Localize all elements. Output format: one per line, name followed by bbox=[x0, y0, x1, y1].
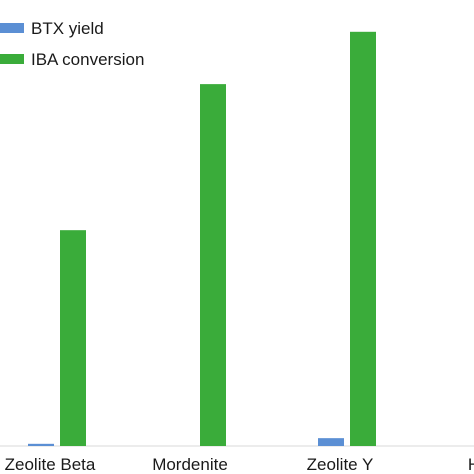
legend: BTX yield IBA conversion bbox=[0, 19, 144, 69]
x-tick-label-2: Zeolite Y bbox=[307, 455, 374, 474]
bar-iba-conversion-0 bbox=[60, 230, 86, 446]
x-tick-labels: Zeolite Beta Mordenite Zeolite Y H bbox=[5, 455, 474, 474]
legend-label-iba-conversion: IBA conversion bbox=[31, 50, 144, 69]
legend-item-btx-yield: BTX yield bbox=[0, 19, 104, 38]
legend-swatch-iba-conversion bbox=[0, 54, 24, 64]
legend-swatch-btx-yield bbox=[0, 23, 24, 33]
bar-btx-yield-0 bbox=[28, 443, 54, 446]
bars-group bbox=[28, 31, 376, 447]
bar-iba-conversion-2 bbox=[350, 31, 376, 447]
x-tick-label-1: Mordenite bbox=[152, 455, 228, 474]
x-tick-label-3: H bbox=[468, 455, 474, 474]
legend-label-btx-yield: BTX yield bbox=[31, 19, 104, 38]
bar-iba-conversion-1 bbox=[200, 84, 226, 447]
bar-btx-yield-2 bbox=[318, 438, 344, 446]
x-tick-label-0: Zeolite Beta bbox=[5, 455, 96, 474]
legend-item-iba-conversion: IBA conversion bbox=[0, 50, 144, 69]
